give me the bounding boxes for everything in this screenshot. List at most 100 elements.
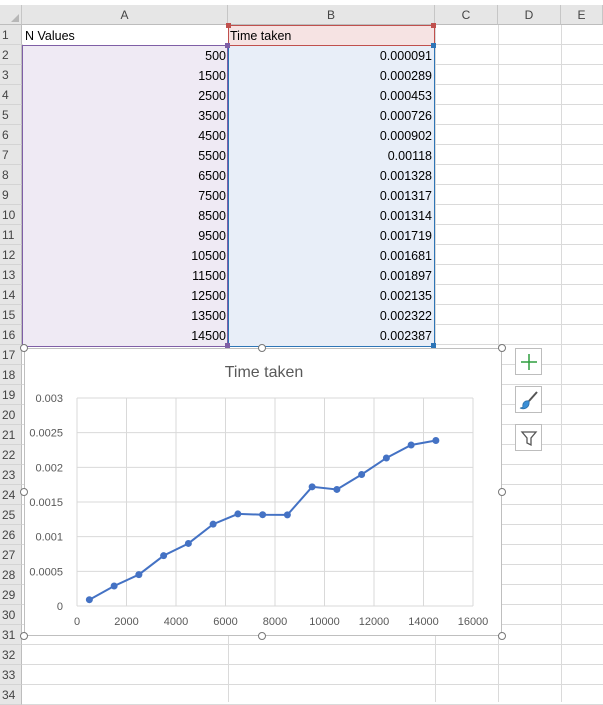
cell-n-value[interactable]: 12500 [191, 289, 226, 303]
chart-filters-button[interactable] [515, 424, 542, 451]
cell-time-taken[interactable]: 0.001681 [379, 249, 432, 263]
resize-handle[interactable] [498, 488, 506, 496]
chart-title[interactable]: Time taken [225, 364, 304, 381]
cell-n-value[interactable]: 7500 [198, 189, 226, 203]
row-header[interactable]: 16 [0, 325, 22, 345]
row-header[interactable]: 21 [0, 425, 22, 445]
resize-handle[interactable] [498, 344, 506, 352]
resize-handle[interactable] [20, 632, 28, 640]
cell-n-value[interactable]: 14500 [191, 329, 226, 343]
chart-styles-button[interactable] [515, 386, 542, 413]
data-point[interactable] [160, 552, 168, 560]
row-header[interactable]: 9 [0, 185, 22, 205]
data-point[interactable] [308, 483, 316, 491]
cell-time-taken[interactable]: 0.000902 [379, 129, 432, 143]
row-header[interactable]: 3 [0, 65, 22, 85]
cell-b1[interactable]: Time taken [230, 29, 292, 43]
data-point[interactable] [382, 454, 390, 462]
cell-n-value[interactable]: 4500 [198, 129, 226, 143]
resize-handle[interactable] [498, 632, 506, 640]
cell-time-taken[interactable]: 0.000091 [379, 49, 432, 63]
cell-n-value[interactable]: 3500 [198, 109, 226, 123]
data-point[interactable] [283, 511, 291, 519]
data-point[interactable] [85, 596, 93, 604]
data-point[interactable] [333, 485, 341, 493]
cell-time-taken[interactable]: 0.001314 [379, 209, 432, 223]
select-all-corner[interactable] [0, 5, 22, 25]
range-handle[interactable] [431, 23, 436, 28]
cell-time-taken[interactable]: 0.000726 [379, 109, 432, 123]
data-point[interactable] [209, 520, 217, 528]
cell-n-value[interactable]: 9500 [198, 229, 226, 243]
row-header[interactable]: 29 [0, 585, 22, 605]
cell-n-value[interactable]: 2500 [198, 89, 226, 103]
row-header[interactable]: 4 [0, 85, 22, 105]
row-header[interactable]: 15 [0, 305, 22, 325]
row-header[interactable]: 1 [0, 25, 22, 45]
column-header-d[interactable]: D [498, 5, 561, 25]
resize-handle[interactable] [258, 632, 266, 640]
row-header[interactable]: 24 [0, 485, 22, 505]
row-header[interactable]: 5 [0, 105, 22, 125]
cell-n-value[interactable]: 500 [205, 49, 226, 63]
row-header[interactable]: 17 [0, 345, 22, 365]
row-header[interactable]: 23 [0, 465, 22, 485]
row-header[interactable]: 2 [0, 45, 22, 65]
data-point[interactable] [110, 582, 118, 590]
cell-n-value[interactable]: 6500 [198, 169, 226, 183]
row-header[interactable]: 7 [0, 145, 22, 165]
row-header[interactable]: 25 [0, 505, 22, 525]
row-header[interactable]: 33 [0, 665, 22, 685]
range-handle[interactable] [226, 23, 231, 28]
cell-time-taken[interactable]: 0.001317 [379, 189, 432, 203]
row-header[interactable]: 27 [0, 545, 22, 565]
row-header[interactable]: 30 [0, 605, 22, 625]
resize-handle[interactable] [258, 344, 266, 352]
row-header[interactable]: 31 [0, 625, 22, 645]
cell-time-taken[interactable]: 0.000453 [379, 89, 432, 103]
column-header-a[interactable]: A [22, 5, 228, 25]
row-header[interactable]: 22 [0, 445, 22, 465]
chart-area[interactable]: Time taken 0 2000 4000 6000 8000 10000 12000 14… [24, 348, 502, 636]
row-header[interactable]: 28 [0, 565, 22, 585]
cell-time-taken[interactable]: 0.00118 [387, 149, 432, 163]
row-header[interactable]: 11 [0, 225, 22, 245]
data-point[interactable] [432, 437, 440, 445]
data-point[interactable] [407, 441, 415, 449]
row-header[interactable]: 14 [0, 285, 22, 305]
range-handle[interactable] [431, 343, 436, 348]
cell-time-taken[interactable]: 0.000289 [379, 69, 432, 83]
cell-n-value[interactable]: 1500 [198, 69, 226, 83]
row-header[interactable]: 8 [0, 165, 22, 185]
data-point[interactable] [135, 571, 143, 579]
data-point[interactable] [234, 510, 242, 518]
cell-a1[interactable]: N Values [25, 29, 75, 43]
row-header[interactable]: 32 [0, 645, 22, 665]
data-point[interactable] [184, 539, 192, 547]
row-header[interactable]: 10 [0, 205, 22, 225]
cell-time-taken[interactable]: 0.001897 [379, 269, 432, 283]
row-header[interactable]: 13 [0, 265, 22, 285]
cell-time-taken[interactable]: 0.002387 [379, 329, 432, 343]
cell-time-taken[interactable]: 0.001328 [379, 169, 432, 183]
column-header-c[interactable]: C [435, 5, 498, 25]
row-header[interactable]: 19 [0, 385, 22, 405]
range-handle[interactable] [225, 343, 230, 348]
cell-n-value[interactable]: 5500 [198, 149, 226, 163]
cell-n-value[interactable]: 13500 [191, 309, 226, 323]
column-header-e[interactable]: E [561, 5, 603, 25]
row-header[interactable]: 6 [0, 125, 22, 145]
resize-handle[interactable] [20, 488, 28, 496]
range-handle[interactable] [431, 43, 436, 48]
resize-handle[interactable] [20, 344, 28, 352]
row-header[interactable]: 12 [0, 245, 22, 265]
cell-n-value[interactable]: 8500 [198, 209, 226, 223]
cell-time-taken[interactable]: 0.002322 [379, 309, 432, 323]
row-header[interactable]: 34 [0, 685, 22, 705]
row-header[interactable]: 26 [0, 525, 22, 545]
row-header[interactable]: 20 [0, 405, 22, 425]
row-header[interactable]: 18 [0, 365, 22, 385]
range-handle[interactable] [225, 43, 230, 48]
data-point[interactable] [358, 470, 366, 478]
cell-time-taken[interactable]: 0.002135 [379, 289, 432, 303]
